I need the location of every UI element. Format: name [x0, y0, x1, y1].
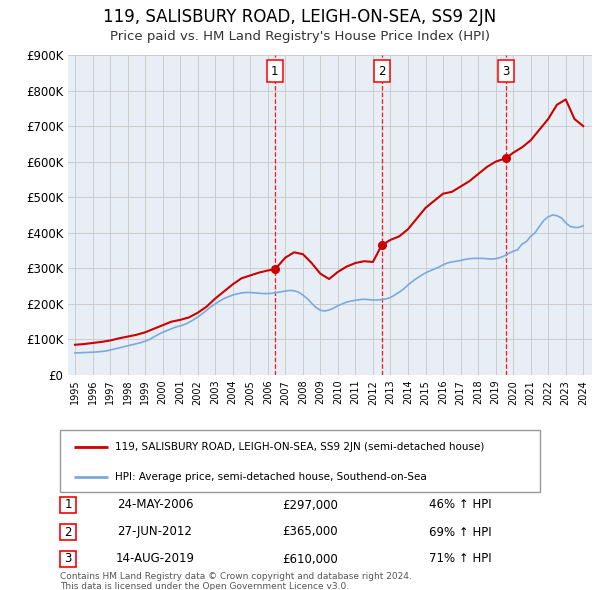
Text: £365,000: £365,000	[282, 526, 338, 539]
Text: 69% ↑ HPI: 69% ↑ HPI	[428, 526, 491, 539]
Text: 27-JUN-2012: 27-JUN-2012	[118, 526, 193, 539]
Text: 3: 3	[502, 64, 510, 77]
Text: 119, SALISBURY ROAD, LEIGH-ON-SEA, SS9 2JN: 119, SALISBURY ROAD, LEIGH-ON-SEA, SS9 2…	[103, 8, 497, 26]
Text: £610,000: £610,000	[282, 552, 338, 565]
Text: Contains HM Land Registry data © Crown copyright and database right 2024.: Contains HM Land Registry data © Crown c…	[60, 572, 412, 581]
Text: 1: 1	[271, 64, 278, 77]
Text: 2: 2	[378, 64, 385, 77]
Text: 2: 2	[64, 526, 72, 539]
Text: £297,000: £297,000	[282, 499, 338, 512]
Text: 1: 1	[64, 499, 72, 512]
Text: HPI: Average price, semi-detached house, Southend-on-Sea: HPI: Average price, semi-detached house,…	[115, 471, 427, 481]
Text: This data is licensed under the Open Government Licence v3.0.: This data is licensed under the Open Gov…	[60, 582, 349, 590]
Text: 119, SALISBURY ROAD, LEIGH-ON-SEA, SS9 2JN (semi-detached house): 119, SALISBURY ROAD, LEIGH-ON-SEA, SS9 2…	[115, 442, 485, 452]
Text: 71% ↑ HPI: 71% ↑ HPI	[428, 552, 491, 565]
Text: 3: 3	[64, 552, 71, 565]
Text: 14-AUG-2019: 14-AUG-2019	[116, 552, 194, 565]
Text: Price paid vs. HM Land Registry's House Price Index (HPI): Price paid vs. HM Land Registry's House …	[110, 30, 490, 43]
Text: 24-MAY-2006: 24-MAY-2006	[117, 499, 193, 512]
Text: 46% ↑ HPI: 46% ↑ HPI	[428, 499, 491, 512]
